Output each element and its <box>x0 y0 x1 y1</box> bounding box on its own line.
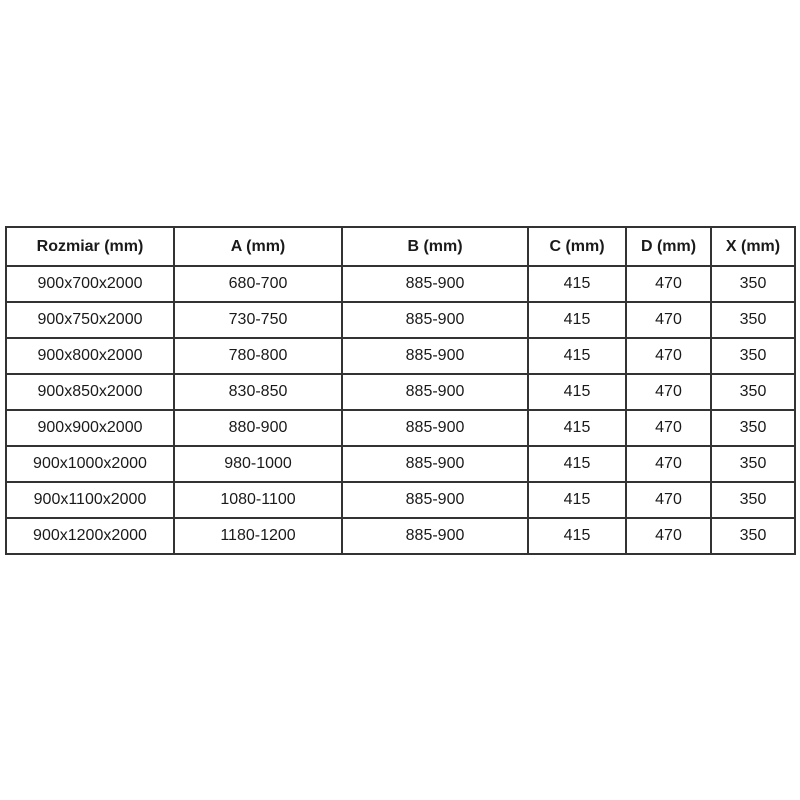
cell-rozmiar: 900x900x2000 <box>5 409 175 447</box>
cell-b: 885-900 <box>341 373 529 411</box>
cell-x: 350 <box>710 337 796 375</box>
cell-b: 885-900 <box>341 517 529 555</box>
cell-c: 415 <box>527 481 627 519</box>
cell-rozmiar: 900x850x2000 <box>5 373 175 411</box>
table-row: 900x1100x2000 1080-1100 885-900 415 470 … <box>5 481 796 519</box>
cell-c: 415 <box>527 301 627 339</box>
cell-x: 350 <box>710 301 796 339</box>
cell-a: 680-700 <box>173 265 343 303</box>
cell-x: 350 <box>710 409 796 447</box>
cell-a: 1080-1100 <box>173 481 343 519</box>
cell-rozmiar: 900x700x2000 <box>5 265 175 303</box>
table-row: 900x1000x2000 980-1000 885-900 415 470 3… <box>5 445 796 483</box>
cell-b: 885-900 <box>341 445 529 483</box>
cell-d: 470 <box>625 409 712 447</box>
table-row: 900x750x2000 730-750 885-900 415 470 350 <box>5 301 796 339</box>
cell-a: 980-1000 <box>173 445 343 483</box>
cell-x: 350 <box>710 265 796 303</box>
cell-a: 780-800 <box>173 337 343 375</box>
cell-x: 350 <box>710 517 796 555</box>
cell-d: 470 <box>625 445 712 483</box>
header-cell-b: B (mm) <box>341 226 529 267</box>
cell-c: 415 <box>527 517 627 555</box>
cell-d: 470 <box>625 337 712 375</box>
cell-c: 415 <box>527 373 627 411</box>
cell-c: 415 <box>527 337 627 375</box>
header-cell-rozmiar: Rozmiar (mm) <box>5 226 175 267</box>
cell-b: 885-900 <box>341 265 529 303</box>
cell-c: 415 <box>527 445 627 483</box>
cell-x: 350 <box>710 481 796 519</box>
size-spec-table: Rozmiar (mm) A (mm) B (mm) C (mm) D (mm)… <box>5 226 796 555</box>
table-row: 900x1200x2000 1180-1200 885-900 415 470 … <box>5 517 796 555</box>
table-row: 900x700x2000 680-700 885-900 415 470 350 <box>5 265 796 303</box>
cell-a: 730-750 <box>173 301 343 339</box>
cell-b: 885-900 <box>341 481 529 519</box>
table-row: 900x800x2000 780-800 885-900 415 470 350 <box>5 337 796 375</box>
header-cell-c: C (mm) <box>527 226 627 267</box>
cell-rozmiar: 900x1200x2000 <box>5 517 175 555</box>
cell-a: 830-850 <box>173 373 343 411</box>
cell-d: 470 <box>625 517 712 555</box>
cell-rozmiar: 900x1000x2000 <box>5 445 175 483</box>
cell-c: 415 <box>527 409 627 447</box>
cell-c: 415 <box>527 265 627 303</box>
cell-x: 350 <box>710 445 796 483</box>
header-cell-d: D (mm) <box>625 226 712 267</box>
cell-d: 470 <box>625 481 712 519</box>
cell-b: 885-900 <box>341 301 529 339</box>
cell-a: 880-900 <box>173 409 343 447</box>
cell-b: 885-900 <box>341 337 529 375</box>
cell-d: 470 <box>625 265 712 303</box>
table-row: 900x900x2000 880-900 885-900 415 470 350 <box>5 409 796 447</box>
table-row: 900x850x2000 830-850 885-900 415 470 350 <box>5 373 796 411</box>
cell-rozmiar: 900x1100x2000 <box>5 481 175 519</box>
header-row: Rozmiar (mm) A (mm) B (mm) C (mm) D (mm)… <box>5 226 796 267</box>
header-cell-a: A (mm) <box>173 226 343 267</box>
cell-b: 885-900 <box>341 409 529 447</box>
cell-d: 470 <box>625 373 712 411</box>
cell-d: 470 <box>625 301 712 339</box>
cell-a: 1180-1200 <box>173 517 343 555</box>
cell-rozmiar: 900x750x2000 <box>5 301 175 339</box>
cell-x: 350 <box>710 373 796 411</box>
cell-rozmiar: 900x800x2000 <box>5 337 175 375</box>
header-cell-x: X (mm) <box>710 226 796 267</box>
